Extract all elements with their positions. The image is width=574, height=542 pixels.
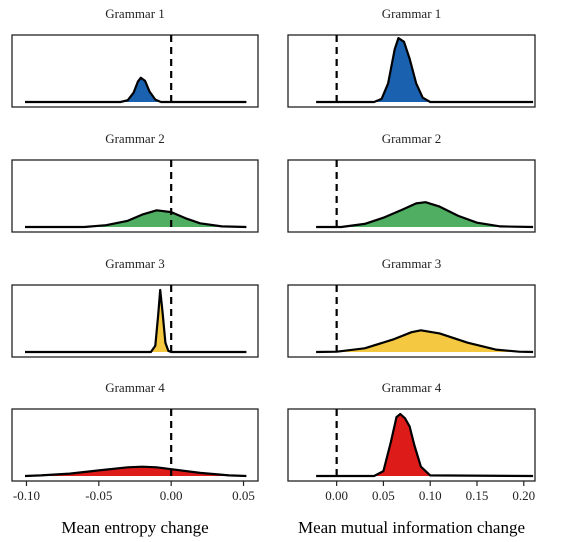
panel-title: Grammar 1 bbox=[382, 6, 442, 21]
x-tick-label: 0.15 bbox=[466, 488, 489, 503]
panel-title: Grammar 4 bbox=[105, 380, 165, 395]
density-line bbox=[24, 465, 247, 478]
density-area bbox=[316, 202, 534, 228]
density-line bbox=[316, 37, 534, 104]
x-axis-label: Mean entropy change bbox=[61, 518, 208, 537]
x-tick-label: -0.10 bbox=[13, 488, 40, 503]
density-line bbox=[25, 76, 247, 104]
density-area bbox=[25, 290, 247, 353]
panel-frame bbox=[287, 284, 536, 358]
density-line bbox=[25, 209, 247, 229]
panel-frame bbox=[11, 408, 259, 482]
panel-title: Grammar 3 bbox=[382, 256, 442, 271]
panel-frame bbox=[11, 159, 259, 233]
density-area bbox=[25, 210, 247, 228]
x-tick-label: 0.05 bbox=[372, 488, 395, 503]
density-line bbox=[25, 288, 247, 354]
density-area bbox=[316, 414, 534, 477]
panel-frame bbox=[287, 159, 536, 233]
x-tick-label: 0.00 bbox=[160, 488, 183, 503]
panel-title: Grammar 2 bbox=[382, 131, 442, 146]
panel-title: Grammar 3 bbox=[105, 256, 165, 271]
x-tick-label: 0.20 bbox=[512, 488, 535, 503]
x-tick-label: 0.00 bbox=[325, 488, 348, 503]
density-area bbox=[25, 466, 247, 477]
density-line bbox=[316, 329, 534, 354]
density-line bbox=[316, 201, 534, 229]
x-tick-label: 0.05 bbox=[232, 488, 255, 503]
x-tick-label: 0.10 bbox=[419, 488, 442, 503]
panel-frame bbox=[11, 34, 259, 108]
panel-frame bbox=[11, 284, 259, 358]
panel-frame bbox=[287, 408, 536, 482]
panel-title: Grammar 2 bbox=[105, 131, 165, 146]
x-tick-label: -0.05 bbox=[85, 488, 112, 503]
density-area bbox=[316, 330, 534, 353]
density-line bbox=[316, 412, 534, 478]
panel-title: Grammar 4 bbox=[382, 380, 442, 395]
panel-title: Grammar 1 bbox=[105, 6, 165, 21]
x-axis-label: Mean mutual information change bbox=[298, 518, 525, 537]
panel-frame bbox=[287, 34, 536, 108]
density-area bbox=[316, 38, 534, 103]
